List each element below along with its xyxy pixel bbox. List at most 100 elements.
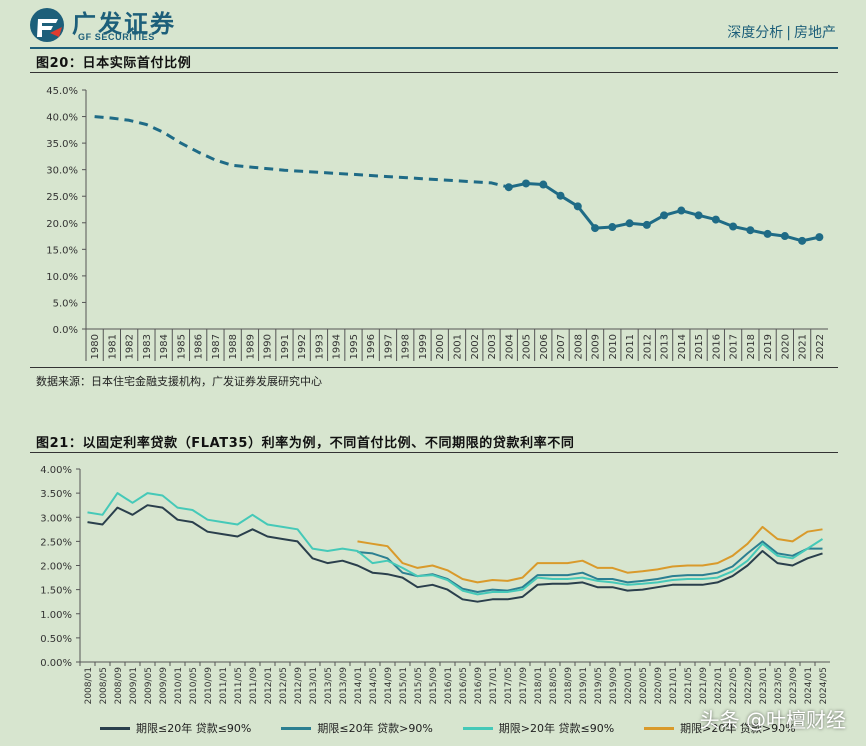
figure-21-chart: 0.00% 0.50% 1.00% 1.50% 2.00% 2.50% 3.00% 3.50%… bbox=[40, 465, 830, 705]
data-point bbox=[591, 224, 600, 233]
data-point bbox=[815, 233, 824, 242]
data-point bbox=[625, 219, 634, 228]
x-tick-label: 2009/05 bbox=[144, 667, 154, 704]
y-tick-label: 3.00% bbox=[40, 513, 72, 524]
y-tick-label: 3.50% bbox=[40, 489, 72, 500]
x-tick-label: 1992 bbox=[297, 334, 308, 359]
header-rule bbox=[30, 47, 838, 49]
x-tick-label: 1983 bbox=[142, 334, 153, 359]
x-tick-label: 2014/09 bbox=[384, 667, 394, 705]
x-tick-label: 2000 bbox=[435, 334, 446, 359]
x-tick-label: 1989 bbox=[245, 334, 256, 359]
x-tick-label: 2002 bbox=[470, 334, 481, 359]
section-label: 深度分析 bbox=[727, 25, 784, 41]
y-tick-label: 45.0% bbox=[46, 86, 78, 97]
y-tick-label: 5.0% bbox=[53, 298, 78, 309]
x-tick-label: 2010 bbox=[608, 334, 619, 359]
legend-swatch bbox=[281, 726, 312, 730]
x-tick-label: 2012/05 bbox=[279, 667, 289, 704]
legend-label: 期限>20年 贷款>90% bbox=[680, 722, 796, 735]
data-point bbox=[504, 183, 513, 192]
x-tick-label: 2007 bbox=[556, 334, 567, 359]
x-tick-label: 2017/01 bbox=[489, 667, 499, 704]
figure-20-chart: 0.0% 5.0% 10.0% 15.0% 20.0% 25.0% 30.0% 35.0% 40… bbox=[46, 86, 828, 361]
legend-item: 期限≤20年 贷款>90% bbox=[281, 720, 433, 736]
data-point bbox=[556, 191, 565, 200]
legend-item: 期限>20年 贷款≤90% bbox=[462, 720, 614, 736]
legend-item: 期限>20年 贷款>90% bbox=[644, 720, 796, 736]
x-tick-label: 2008 bbox=[573, 334, 584, 359]
figure-20-title: 图20：日本实际首付比例 bbox=[36, 56, 192, 71]
brand-name-en: GF SECURITIES bbox=[78, 32, 155, 42]
report-header: 广发证券 GF SECURITIES 深度分析 | 房地产 bbox=[0, 0, 866, 49]
figure-21-rule bbox=[30, 452, 838, 453]
y-tick-label: 0.00% bbox=[40, 658, 72, 669]
x-tick-label: 2016/01 bbox=[444, 667, 454, 704]
x-tick-label: 2018/09 bbox=[564, 667, 574, 705]
x-tick-label: 2018 bbox=[746, 334, 757, 359]
x-tick-label: 2020 bbox=[780, 334, 791, 359]
series-line bbox=[94, 115, 510, 189]
legend-label: 期限≤20年 贷款≤90% bbox=[136, 722, 252, 735]
x-tick-label: 2005 bbox=[522, 334, 533, 359]
legend-swatch bbox=[462, 726, 493, 730]
legend-swatch bbox=[644, 726, 675, 730]
y-tick-label: 35.0% bbox=[46, 139, 78, 150]
data-point bbox=[763, 229, 772, 238]
series-line bbox=[357, 525, 823, 584]
y-tick-label: 20.0% bbox=[46, 219, 78, 230]
x-tick-label: 2011 bbox=[625, 334, 636, 359]
x-tick-label: 2022/01 bbox=[714, 667, 724, 704]
data-point bbox=[694, 211, 703, 220]
x-tick-label: 2024/05 bbox=[819, 667, 829, 704]
x-tick-label: 2018/01 bbox=[534, 667, 544, 704]
x-tick-label: 2003 bbox=[487, 334, 498, 359]
x-tick-label: 2023/09 bbox=[789, 667, 799, 705]
y-tick-label: 1.00% bbox=[40, 610, 72, 621]
x-tick-label: 2012/01 bbox=[264, 667, 274, 704]
x-tick-label: 1988 bbox=[228, 334, 239, 359]
watermark: 头条 @叶檀财经 bbox=[699, 708, 846, 732]
x-tick-label: 1980 bbox=[90, 334, 101, 359]
x-tick-label: 2016 bbox=[711, 334, 722, 359]
data-point bbox=[729, 222, 738, 231]
y-tick-label: 25.0% bbox=[46, 192, 78, 203]
x-tick-label: 1997 bbox=[383, 334, 394, 359]
data-point bbox=[608, 223, 617, 232]
x-tick-label: 2009 bbox=[591, 334, 602, 359]
x-tick-label: 1993 bbox=[314, 334, 325, 359]
section-separator: | bbox=[786, 25, 791, 41]
x-tick-label: 2022 bbox=[815, 334, 826, 359]
x-tick-label: 2021 bbox=[798, 334, 809, 359]
x-tick-label: 2012 bbox=[642, 334, 653, 359]
data-point bbox=[711, 215, 720, 224]
x-tick-label: 1986 bbox=[194, 334, 205, 359]
x-tick-label: 2014 bbox=[677, 334, 688, 359]
y-tick-label: 0.0% bbox=[53, 325, 78, 336]
y-tick-label: 2.00% bbox=[40, 562, 72, 573]
x-tick-label: 2019 bbox=[763, 334, 774, 359]
figure-21-title: 图21：以固定利率贷款（FLAT35）利率为例，不同首付比例、不同期限的贷款利率… bbox=[36, 436, 575, 451]
x-tick-label: 2015 bbox=[694, 334, 705, 359]
y-tick-label: 30.0% bbox=[46, 166, 78, 177]
figure-20-rule bbox=[30, 72, 838, 73]
x-tick-label: 2017/05 bbox=[504, 667, 514, 704]
data-point bbox=[677, 206, 686, 215]
x-tick-label: 1987 bbox=[211, 334, 222, 359]
data-point bbox=[522, 179, 531, 188]
x-tick-label: 2017 bbox=[729, 334, 740, 359]
x-tick-label: 2008/09 bbox=[114, 667, 124, 705]
y-tick-label: 0.50% bbox=[40, 634, 72, 645]
y-tick-label: 40.0% bbox=[46, 113, 78, 124]
x-tick-label: 1995 bbox=[349, 334, 360, 359]
x-tick-label: 2022/05 bbox=[729, 667, 739, 704]
x-tick-label: 2009/01 bbox=[129, 667, 139, 704]
figure-21-legend: 期限≤20年 贷款≤90% 期限≤20年 贷款>90% 期限>20年 贷款≤90… bbox=[100, 720, 826, 736]
x-tick-label: 2008/01 bbox=[84, 667, 94, 704]
x-tick-label: 1984 bbox=[159, 334, 170, 359]
x-tick-label: 2021/05 bbox=[684, 667, 694, 704]
x-tick-label: 2020/01 bbox=[624, 667, 634, 704]
series-line bbox=[87, 504, 823, 603]
x-tick-label: 2001 bbox=[453, 334, 464, 359]
x-tick-label: 2004 bbox=[504, 334, 515, 359]
